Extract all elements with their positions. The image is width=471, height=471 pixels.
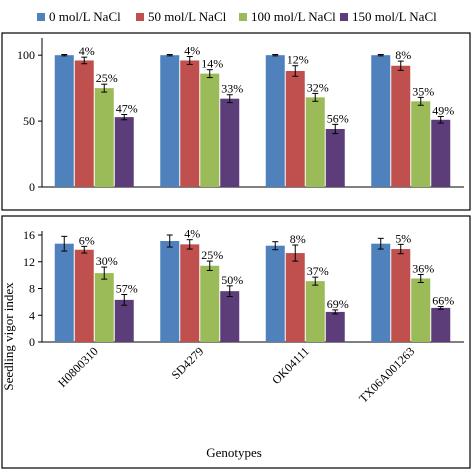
bottom-y-tick-label: 0 [29,335,35,349]
bottom-data-label: 37% [307,264,329,278]
bottom-bar [431,307,451,342]
bottom-data-label: 30% [96,254,118,268]
bottom-data-label: 36% [412,261,434,275]
top-bar [265,55,285,187]
bottom-data-label: 4% [184,227,200,241]
bottom-data-label: 57% [116,282,138,296]
top-bar [325,129,345,187]
legend-swatch [136,13,144,21]
bottom-data-label: 8% [290,232,306,246]
top-data-label: 49% [432,103,454,117]
bottom-x-tick-label: SD4279 [169,344,207,382]
bottom-bar [325,311,345,342]
bottom-y-tick-label: 12 [23,255,35,269]
chart-legend: 0 mol/L NaCl 50 mol/L NaCl 100 mol/L NaC… [0,0,471,32]
legend-label: 50 mol/L NaCl [148,9,227,24]
legend-swatch [239,13,247,21]
legend-label: 100 mol/L NaCl [251,9,336,24]
legend-swatch [340,13,348,21]
top-y-tick-label: 50 [23,114,35,128]
bottom-bar [285,253,305,342]
top-bar [160,55,180,187]
bottom-bar [411,278,431,342]
legend-item: 100 mol/L NaCl [239,9,336,25]
bottom-y-tick-label: 8 [29,282,35,296]
top-data-label: 4% [184,44,200,58]
bottom-data-label: 6% [79,233,95,247]
top-bar [200,73,220,187]
legend-label: 0 mol/L NaCl [49,9,121,24]
top-data-label: 33% [221,82,243,96]
bottom-bar [160,241,180,342]
bottom-bar [200,265,220,342]
top-data-label: 32% [307,80,329,94]
bottom-data-label: 25% [201,248,223,262]
top-data-label: 25% [96,71,118,85]
top-bar [285,71,305,187]
bottom-data-label: 69% [327,297,349,311]
top-data-label: 35% [412,84,434,98]
legend-item: 0 mol/L NaCl [37,9,121,25]
top-data-label: 14% [201,57,223,71]
top-bar [431,119,451,187]
top-data-label: 8% [395,48,411,62]
bottom-bar [305,281,325,342]
bottom-data-label: 50% [221,273,243,287]
bottom-y-axis-title: Seedling vigor index [1,282,16,391]
bottom-panel-frame [1,215,471,469]
top-bar [371,55,391,187]
bottom-bar [265,245,285,342]
bottom-x-tick-label: H0800310 [55,344,101,390]
top-bar [411,101,431,187]
legend-swatch [37,13,45,21]
top-bar [180,60,200,187]
top-bar [220,98,240,187]
legend-label: 150 mol/L NaCl [352,9,437,24]
top-bar [114,117,134,187]
top-y-tick-label: 100 [17,48,35,62]
bottom-data-label: 5% [395,231,411,245]
bottom-y-tick-label: 4 [29,308,35,322]
bottom-y-tick-label: 16 [23,228,35,242]
top-data-label: 47% [116,102,138,116]
top-bar [94,88,114,187]
top-data-label: 12% [287,53,309,67]
bottom-data-label: 66% [432,294,454,308]
top-bar [74,60,94,187]
bottom-bar [391,249,411,342]
bottom-bar [94,273,114,342]
bottom-x-tick-label: OK04111 [269,344,312,387]
top-y-tick-label: 0 [29,180,35,194]
legend-item: 50 mol/L NaCl [136,9,226,25]
bottom-bar [74,249,94,342]
bottom-bar [371,243,391,342]
top-bar [391,65,411,187]
top-bar [305,97,325,187]
top-data-label: 56% [327,111,349,125]
top-data-label: 4% [79,44,95,58]
top-bar [54,55,74,187]
bottom-x-tick-label: TX06A001263 [356,344,417,405]
legend-item: 150 mol/L NaCl [340,9,437,25]
bottom-bar [54,243,74,342]
bottom-bar [180,244,200,342]
bottom-bar [220,291,240,342]
top-panel-frame [1,32,471,211]
bottom-x-axis-title: Genotypes [206,445,262,460]
bottom-bar [114,299,134,342]
